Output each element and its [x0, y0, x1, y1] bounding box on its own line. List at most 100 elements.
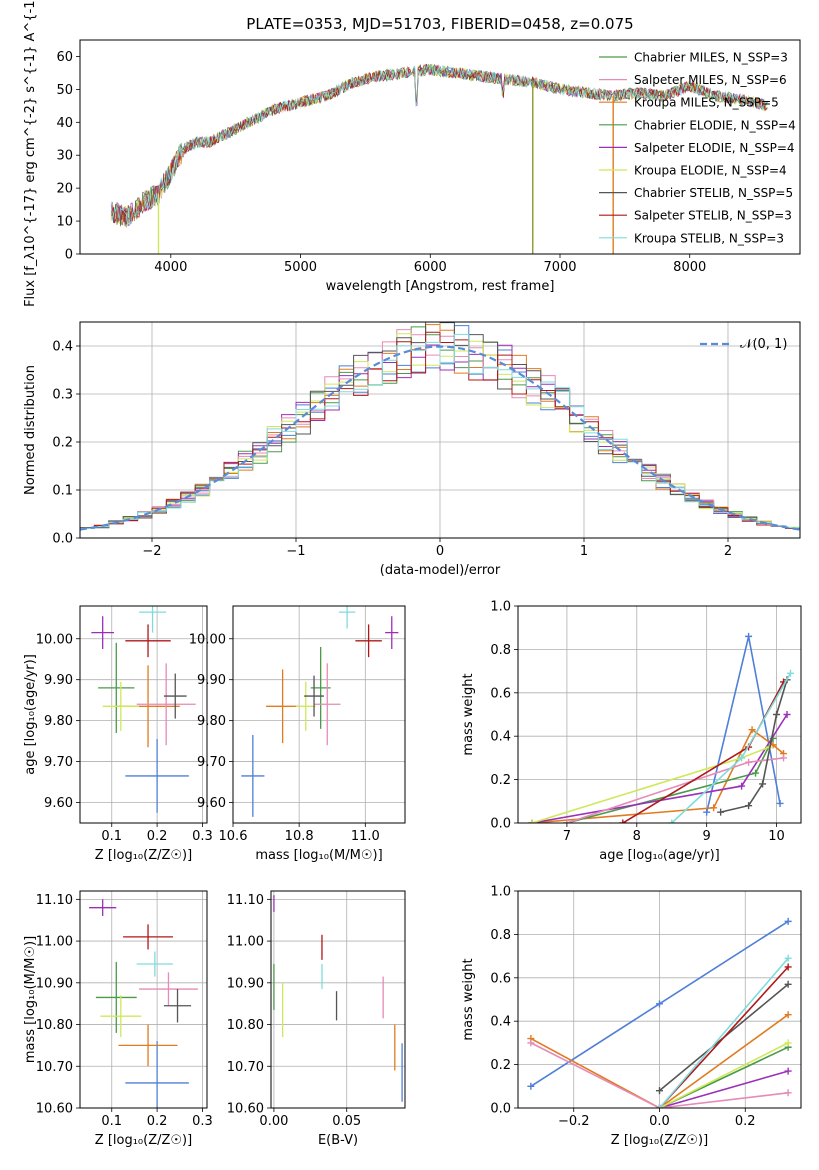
panel-residuals: −2 −1 0 1 2 0.0 0.1 0.2 0.3 0.4 (data-model)/error…: [23, 321, 801, 578]
x-tick-label: 0.3: [192, 829, 213, 844]
axes-frame: [79, 39, 801, 255]
y-tick-label: 0.8: [490, 928, 511, 943]
weight-marker: [748, 726, 756, 734]
weight-marker: [745, 802, 753, 810]
weight-marker: [752, 769, 760, 777]
weight-series: [720, 679, 788, 813]
weight-marker: [784, 963, 792, 971]
y-tick-label: 1.0: [490, 600, 511, 615]
x-tick-label: 0.2: [147, 1114, 168, 1129]
x-axis-label: Z [log₁₀(Z/Z☉)]: [95, 848, 192, 863]
y-axis-label: mass weight: [461, 673, 476, 755]
weight-marker: [784, 1011, 792, 1019]
spectrum-line: [110, 64, 768, 227]
y-axis-label: age [log₁₀(age/yr)]: [23, 654, 38, 775]
x-tick-label: 4000: [154, 260, 187, 275]
y-tick-label: 10.70: [227, 1060, 264, 1075]
y-tick-label: 0.4: [490, 1015, 511, 1030]
y-tick-label: 10.00: [189, 632, 226, 647]
histogram-series: [80, 333, 800, 529]
axes-frame: [79, 321, 801, 539]
y-tick-label: 11.00: [36, 935, 73, 950]
y-axis-label: Flux [f_λ10^{-17} erg cm^{-2} s^{-1} A^{…: [23, 0, 38, 307]
x-axis-label: age [log₁₀(age/yr)]: [599, 848, 720, 863]
weight-marker: [745, 632, 753, 640]
y-tick-label: 9.90: [44, 673, 73, 688]
weight-marker: [656, 1000, 663, 1008]
weight-marker: [783, 711, 791, 718]
panel-weight-vs-age: 7 8 9 10 0.0 0.2 0.4 0.6 0.8 1.0 age [log₁₀(age/yr…: [461, 600, 802, 863]
weight-series: [659, 1042, 789, 1108]
y-tick-label: 60: [56, 50, 73, 65]
x-tick-label: 2: [724, 544, 732, 559]
y-tick-label: 0.4: [52, 340, 73, 355]
panel-mass-vs-ebv: 0.00 0.05 10.60 10.70 10.80 10.90 11.00 11.10 E(…: [227, 890, 406, 1148]
weight-marker: [784, 1067, 792, 1075]
x-axis-label: Z [log₁₀(Z/Z☉)]: [611, 1133, 708, 1148]
x-tick-label: 5000: [284, 260, 317, 275]
y-tick-label: 20: [56, 182, 73, 197]
weight-marker: [738, 754, 746, 762]
weight-series: [658, 966, 789, 1108]
legend-label: Kroupa MILES, N_SSP=5: [634, 96, 779, 110]
weight-marker: [759, 780, 767, 788]
y-tick-label: 9.80: [44, 714, 73, 729]
y-axis-label: mass weight: [461, 958, 476, 1040]
x-tick-label: 11.0: [351, 829, 380, 844]
y-tick-label: 10.70: [36, 1060, 73, 1075]
y-tick-label: 0.0: [52, 532, 73, 547]
x-tick-label: 0.3: [192, 1114, 213, 1129]
y-tick-label: 9.60: [197, 796, 226, 811]
spectrum-legend: Chabrier MILES, N_SSP=3 Salpeter MILES, N…: [599, 51, 796, 245]
weight-marker: [784, 1039, 792, 1047]
x-tick-label: 10.8: [285, 829, 314, 844]
y-tick-label: 0.4: [490, 730, 511, 745]
x-tick-label: 0.0: [649, 1114, 670, 1129]
legend-label: Kroupa ELODIE, N_SSP=4: [634, 164, 787, 178]
plot-area: [80, 322, 800, 531]
weight-marker: [784, 954, 792, 962]
plot-area: [91, 606, 196, 813]
weight-marker: [656, 1087, 663, 1095]
axes-frame: [517, 890, 802, 1109]
weight-marker: [717, 808, 725, 816]
panel-mass-vs-Z: 0.1 0.2 0.3 10.60 10.70 10.80 10.90 11.00 11.10 Z…: [23, 890, 213, 1148]
plot-area: [89, 899, 198, 1108]
weight-marker: [784, 980, 792, 988]
panel-spectrum: 4000 5000 6000 7000 8000 0 10 20 30 40 50 60 wavelen…: [23, 0, 801, 307]
x-tick-label: 0.1: [101, 829, 122, 844]
weight-marker: [784, 1089, 792, 1097]
plot-area: [528, 632, 795, 823]
y-tick-label: 0.1: [52, 484, 73, 499]
panel-age-vs-mass: 10.6 10.8 11.0 9.60 9.70 9.80 9.90 10.00 mass [l…: [189, 605, 406, 863]
legend-label: Chabrier ELODIE, N_SSP=4: [634, 118, 796, 132]
y-tick-label: 9.80: [197, 714, 226, 729]
weight-series: [530, 1014, 789, 1108]
weight-marker: [738, 782, 746, 790]
panel-age-vs-Z: 0.1 0.2 0.3 9.60 9.70 9.80 9.90 10.00 Z [log₁₀(Z…: [23, 605, 213, 863]
y-tick-label: 11.00: [227, 935, 264, 950]
y-tick-label: 0.2: [490, 773, 511, 788]
weight-marker: [668, 819, 676, 823]
axes-frame: [232, 605, 406, 824]
y-tick-label: 10.80: [227, 1018, 264, 1033]
x-axis-label: (data-model)/error: [380, 563, 501, 578]
y-tick-label: 0.6: [490, 686, 511, 701]
y-tick-label: 9.60: [44, 796, 73, 811]
axes-frame: [517, 605, 802, 824]
weight-series: [531, 746, 770, 823]
weight-marker: [563, 819, 571, 823]
x-tick-label: 0.05: [332, 1114, 361, 1129]
y-tick-label: 10: [56, 215, 73, 230]
weight-marker: [710, 804, 718, 812]
legend-label: Chabrier STELIB, N_SSP=5: [634, 186, 793, 200]
x-tick-label: 0.00: [259, 1114, 288, 1129]
y-tick-label: 10.00: [36, 632, 73, 647]
y-tick-label: 10.60: [36, 1102, 73, 1117]
x-axis-label: E(B-V): [318, 1133, 358, 1148]
plot-area: [527, 917, 792, 1108]
x-tick-label: 9: [703, 829, 711, 844]
y-tick-label: 0: [65, 248, 73, 263]
weight-marker: [619, 819, 627, 823]
